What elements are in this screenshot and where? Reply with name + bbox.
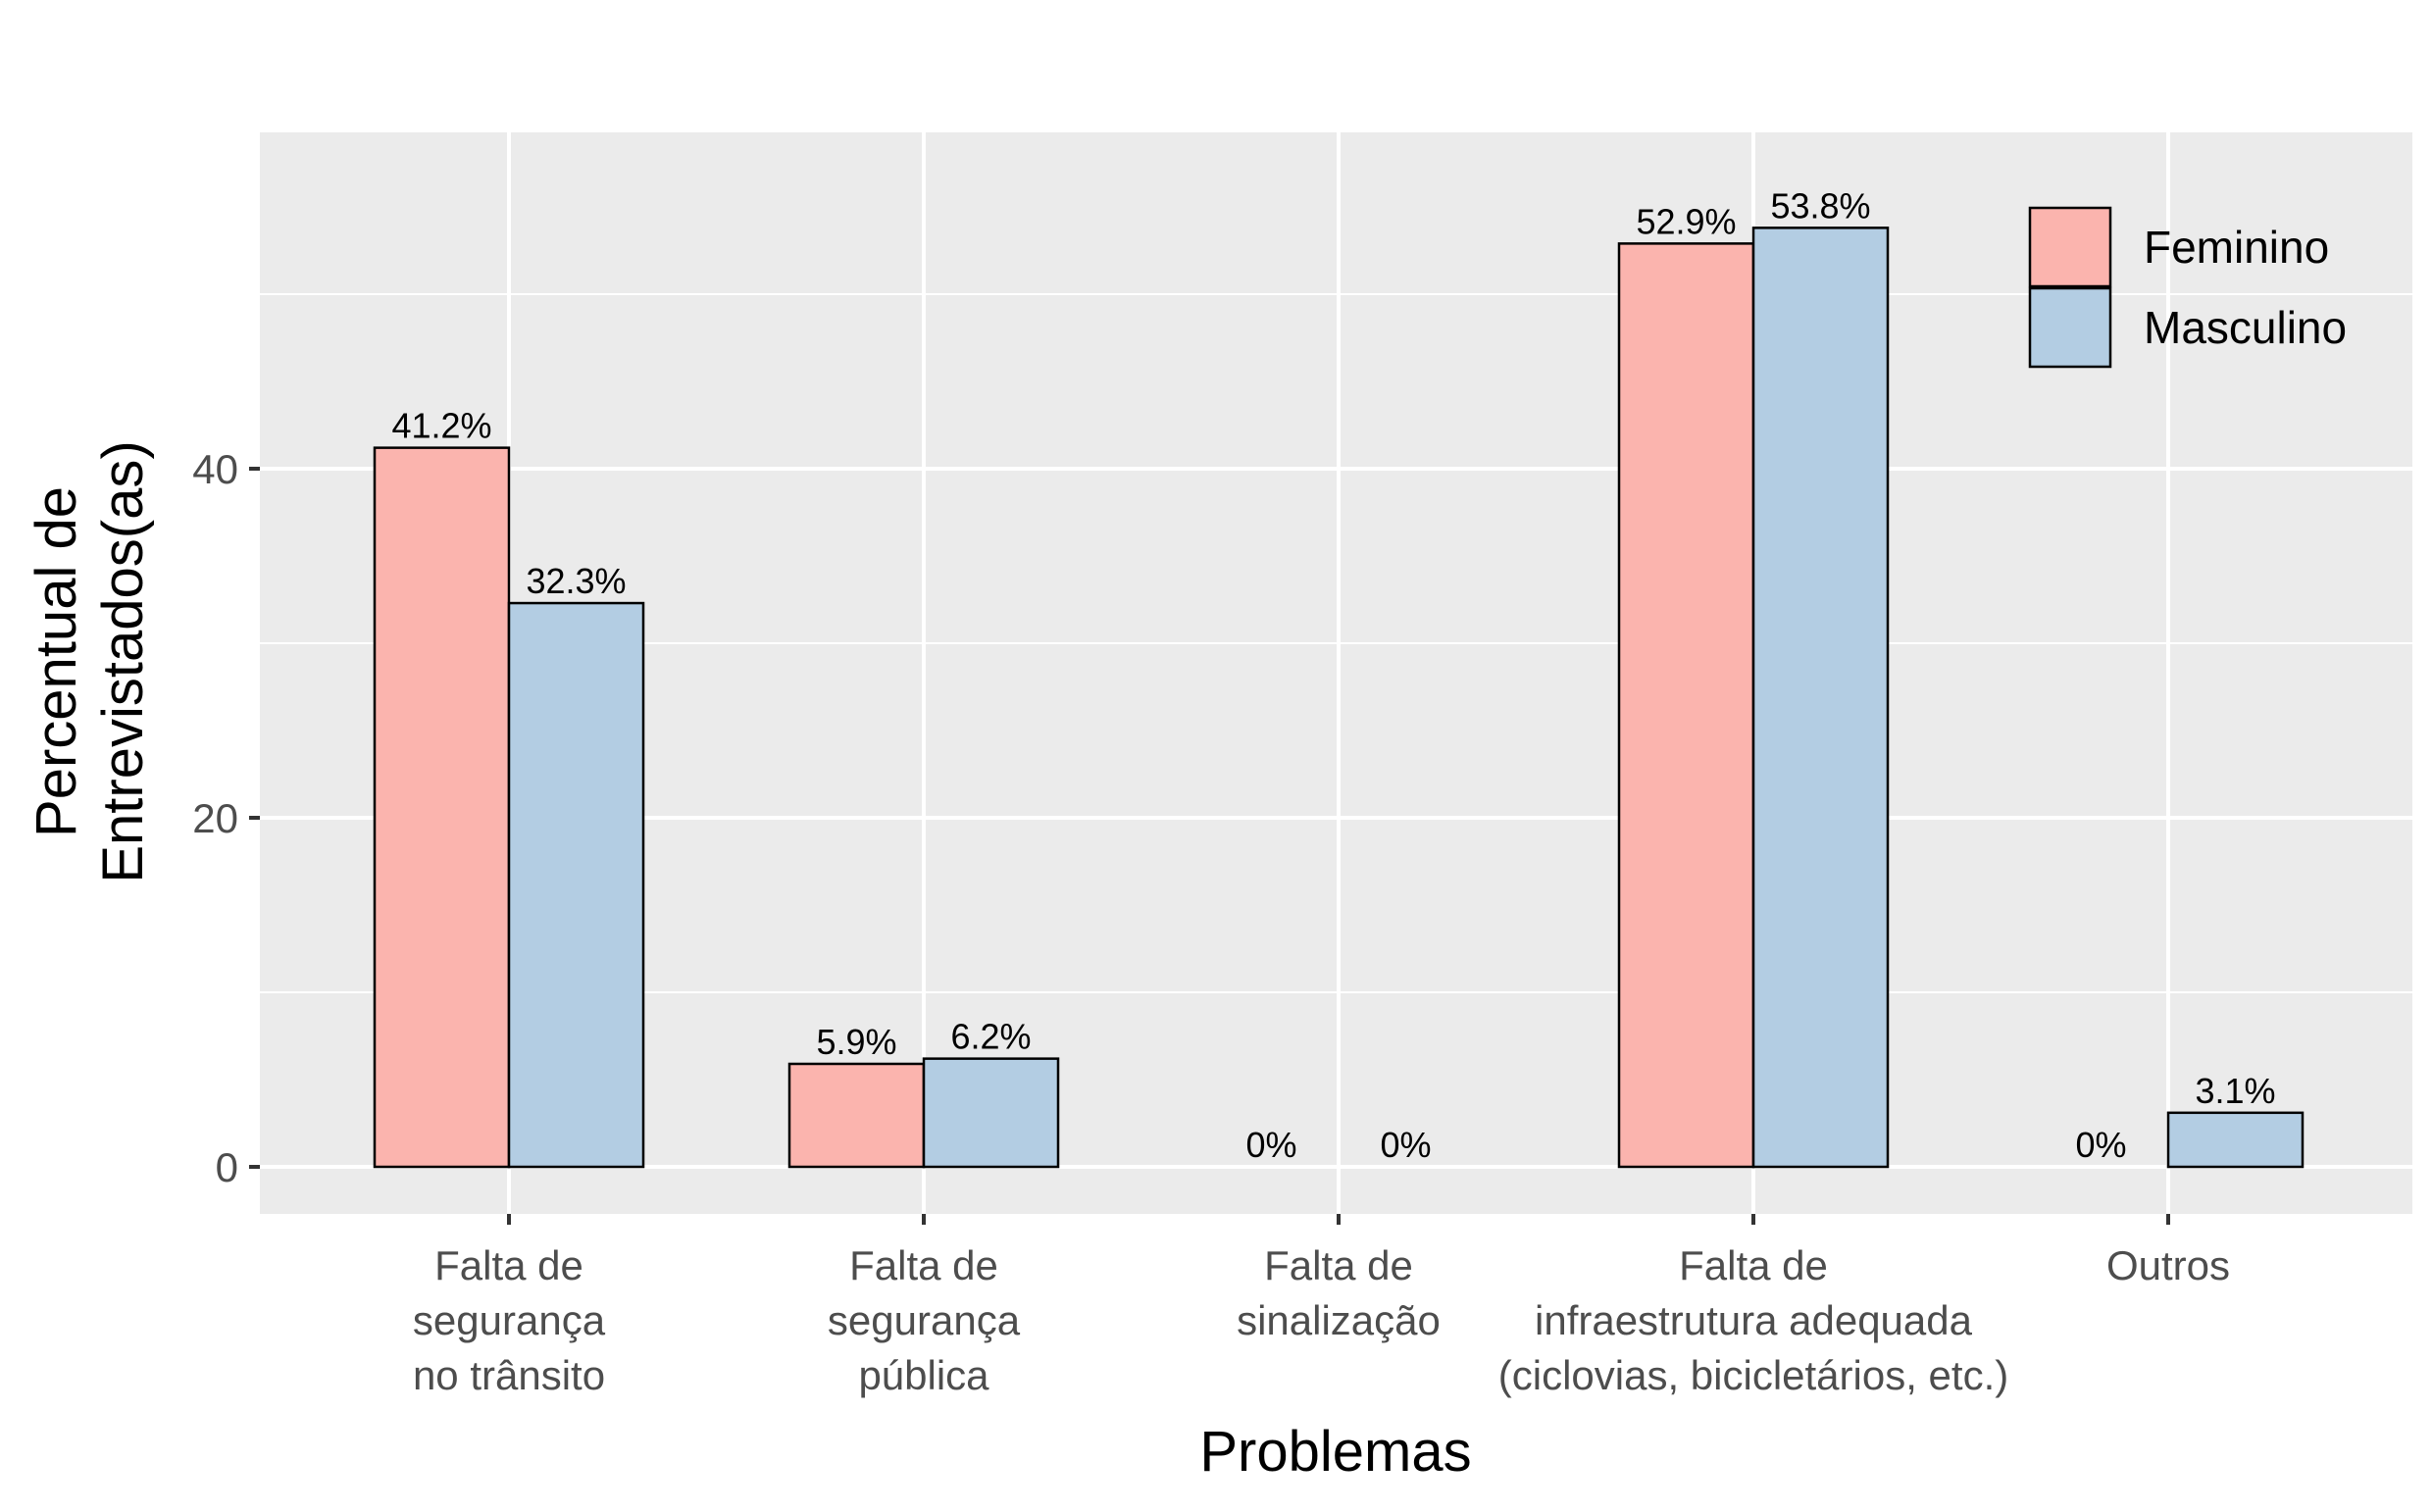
data-label-feminino-2: 0% (1245, 1125, 1296, 1165)
legend: Feminino Masculino (2028, 206, 2347, 369)
bar-masculino-4 (2166, 1111, 2305, 1169)
bar-feminino-3 (1617, 242, 1755, 1169)
data-label-feminino-3: 52.9% (1636, 201, 1736, 241)
data-label-feminino-4: 0% (2075, 1125, 2126, 1165)
y-tick-label: 0 (216, 1144, 238, 1190)
y-axis: 0 20 40 (192, 446, 260, 1190)
x-tick-label-line: segurança (413, 1297, 606, 1343)
data-label-masculino-4: 3.1% (2195, 1071, 2275, 1111)
y-axis-title-line-1: Percentual de (25, 486, 88, 837)
data-label-masculino-1: 6.2% (950, 1017, 1031, 1057)
bar-masculino-3 (1751, 227, 1890, 1169)
x-tick-label-line: no trânsito (413, 1352, 605, 1398)
x-tick-label-line: sinalização (1237, 1297, 1441, 1343)
legend-key-masculino (2028, 286, 2112, 369)
x-tick-label-line: Falta de (1264, 1242, 1413, 1288)
bars-group (373, 227, 2305, 1169)
x-axis: Falta de segurança no trânsito Falta de segu… (413, 1214, 2230, 1398)
x-tick-label-line: (ciclovias, bicicletários, etc.) (1498, 1352, 2008, 1398)
x-tick-label-line: Falta de (849, 1242, 998, 1288)
data-label-masculino-0: 32.3% (526, 561, 626, 601)
x-tick-label-line: Outros (2106, 1242, 2230, 1288)
y-axis-title: Percentual de Entrevistados(as) (25, 440, 155, 882)
bar-masculino-0 (507, 601, 645, 1169)
bar-feminino-0 (373, 446, 511, 1169)
legend-label-masculino: Masculino (2144, 302, 2347, 353)
data-labels-group: 41.2% 5.9% 0% 52.9% 0% 32.3% 6.2% 0% 53.8% 3.1% (391, 185, 2275, 1165)
bar-masculino-1 (922, 1057, 1060, 1169)
legend-label-feminino: Feminino (2144, 222, 2329, 273)
data-label-feminino-0: 41.2% (391, 406, 491, 446)
y-tick-label: 40 (192, 446, 238, 492)
y-tick-label: 20 (192, 795, 238, 841)
data-label-masculino-2: 0% (1380, 1125, 1431, 1165)
data-label-masculino-3: 53.8% (1770, 185, 1870, 226)
data-label-feminino-1: 5.9% (816, 1022, 896, 1062)
legend-key-feminino (2028, 206, 2112, 288)
bar-feminino-1 (787, 1062, 926, 1169)
x-tick-label-line: Falta de (1679, 1242, 1828, 1288)
x-tick-label-line: Falta de (434, 1242, 583, 1288)
x-tick-label-line: pública (858, 1352, 989, 1398)
y-axis-title-line-2: Entrevistados(as) (91, 440, 155, 882)
x-tick-label-line: infraestrutura adequada (1535, 1297, 1973, 1343)
x-axis-title: Problemas (1199, 1420, 1471, 1484)
x-tick-label-line: segurança (828, 1297, 1021, 1343)
